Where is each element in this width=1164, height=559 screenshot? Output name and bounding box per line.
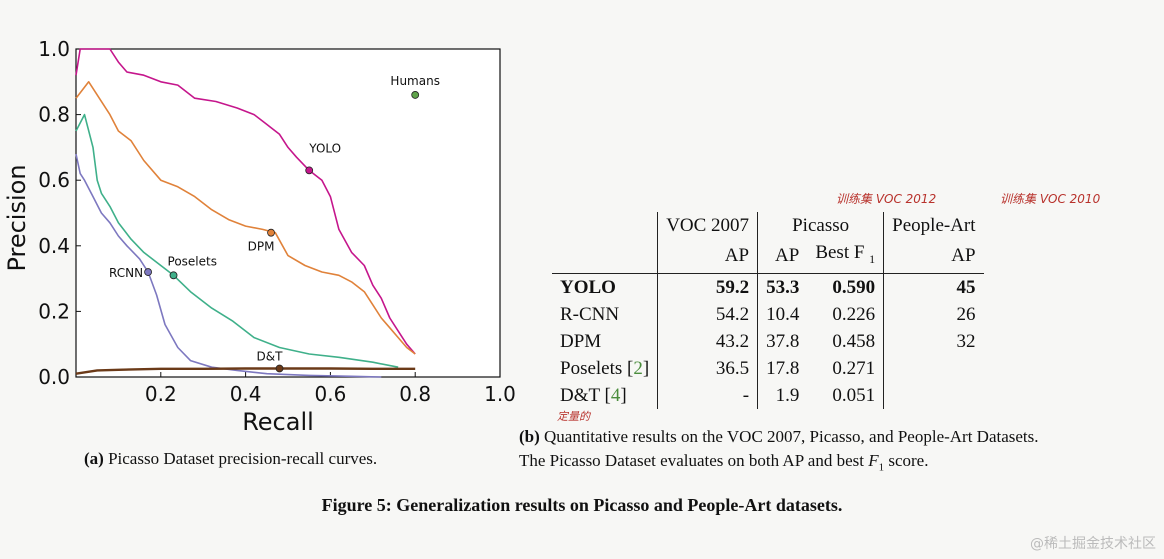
row-name: R-CNN <box>560 303 620 325</box>
cell-peopleart-ap <box>883 354 984 382</box>
table-row: D&T [4] -1.9 0.051 <box>552 381 984 409</box>
table-row: YOLO 59.2 53.3 0.590 45 <box>552 273 984 301</box>
annotation-picasso: 训练集 VOC 2012 <box>836 192 937 206</box>
table-row: R-CNN 54.2 10.4 0.226 26 <box>552 300 984 328</box>
cell-voc-ap: 59.2 <box>657 273 758 301</box>
y-tick-label: 0.4 <box>38 234 70 258</box>
cell-peopleart-ap: 45 <box>883 273 984 301</box>
x-tick-label: 0.8 <box>399 382 431 406</box>
row-name: Poselets [2] <box>560 357 650 379</box>
series-point-yolo <box>305 166 314 175</box>
y-tick-label: 0.2 <box>38 299 70 323</box>
series-line-yolo <box>75 48 416 355</box>
x-axis-label: Recall <box>242 408 314 436</box>
series-line-poselets <box>75 113 399 368</box>
cell-picasso-f1: 0.271 <box>832 357 876 379</box>
series-point-rcnn <box>144 268 152 276</box>
series-label-rcnn: RCNN <box>109 266 143 280</box>
annotation-quant: 定量的 <box>557 410 590 423</box>
series-label-dt: D&T <box>257 349 284 363</box>
caption-a-label: (a) <box>84 449 104 468</box>
caption-a-text: Picasso Dataset precision-recall curves. <box>108 449 378 468</box>
cell-picasso-f1: 0.226 <box>832 303 876 325</box>
watermark: @稀土掘金技术社区 <box>1030 536 1156 552</box>
humans-label: Humans <box>390 74 440 88</box>
series-point-dt <box>275 364 284 373</box>
y-tick-label: 0.6 <box>38 168 70 192</box>
results-table: VOC 2007 Picasso People-Art AP AP Best F… <box>552 212 984 409</box>
cell-picasso-ap: 53.3 <box>757 273 808 301</box>
x-tick-label: 1.0 <box>484 382 516 406</box>
y-axis-label: Precision <box>3 164 31 271</box>
header-voc-ap: AP <box>657 239 758 274</box>
table-row: DPM 43.2 37.8 0.458 32 <box>552 327 984 355</box>
series-line-dpm <box>75 81 416 355</box>
row-name: D&T [4] <box>560 384 627 406</box>
header-picasso-ap: AP <box>757 239 808 274</box>
x-tick-label: 0.6 <box>314 382 346 406</box>
cell-picasso-f1: 0.458 <box>832 330 876 352</box>
caption-b-line2: The Picasso Dataset evaluates on both AP… <box>519 451 929 474</box>
plot-area <box>75 48 501 378</box>
caption-b-label: (b) <box>519 427 540 446</box>
table-header-row-2: AP AP Best F 1 AP <box>552 239 984 274</box>
caption-b-line1: Quantitative results on the VOC 2007, Pi… <box>544 427 1039 446</box>
header-picasso: Picasso <box>757 212 884 239</box>
series-label-poselets: Poselets <box>168 254 217 268</box>
cell-picasso-f1: 0.590 <box>832 276 876 298</box>
series-point-poselets <box>169 271 178 280</box>
series-label-dpm: DPM <box>248 240 275 254</box>
y-tick-label: 1.0 <box>38 37 70 61</box>
caption-a: (a) Picasso Dataset precision-recall cur… <box>84 449 377 469</box>
cell-picasso-ap: 17.8 <box>757 354 808 382</box>
annotation-peopleart: 训练集 VOC 2010 <box>1000 192 1101 206</box>
header-picasso-f1: Best F 1 <box>807 239 884 274</box>
cell-picasso-f1: 0.051 <box>832 384 876 406</box>
x-tick-label: 0.4 <box>230 382 262 406</box>
header-peopleart: People-Art <box>883 212 984 239</box>
precision-recall-chart: 0.0 0.2 0.4 0.6 0.8 1.0 0.2 0.4 0.6 0.8 1.0 Recall P… <box>3 37 516 436</box>
row-name: DPM <box>560 330 602 352</box>
cell-picasso-ap: 37.8 <box>757 327 808 355</box>
cell-peopleart-ap: 32 <box>883 327 984 355</box>
caption-b: (b) Quantitative results on the VOC 2007… <box>519 425 1039 479</box>
y-tick-label: 0.8 <box>38 103 70 127</box>
cell-peopleart-ap <box>883 381 984 409</box>
series-line-rcnn <box>75 153 382 378</box>
cell-picasso-ap: 1.9 <box>757 381 808 409</box>
cell-voc-ap: 36.5 <box>657 354 758 382</box>
series-point-dpm <box>267 228 275 237</box>
cell-peopleart-ap: 26 <box>883 300 984 328</box>
x-tick-label: 0.2 <box>145 382 177 406</box>
table-row: Poselets [2] 36.5 17.8 0.271 <box>552 354 984 382</box>
table-header-row-1: VOC 2007 Picasso People-Art <box>552 212 984 239</box>
y-tick-label: 0.0 <box>38 365 70 389</box>
humans-point <box>411 91 420 99</box>
header-peopleart-ap: AP <box>883 239 984 274</box>
figure-caption: Figure 5: Generalization results on Pica… <box>321 495 843 515</box>
series-line-dt <box>75 367 416 375</box>
header-voc2007: VOC 2007 <box>657 212 758 239</box>
cell-picasso-ap: 10.4 <box>757 300 808 328</box>
cell-voc-ap: - <box>657 381 758 409</box>
series-label-yolo: YOLO <box>308 141 341 155</box>
cell-voc-ap: 43.2 <box>657 327 758 355</box>
cell-voc-ap: 54.2 <box>657 300 758 328</box>
row-name: YOLO <box>560 276 616 298</box>
